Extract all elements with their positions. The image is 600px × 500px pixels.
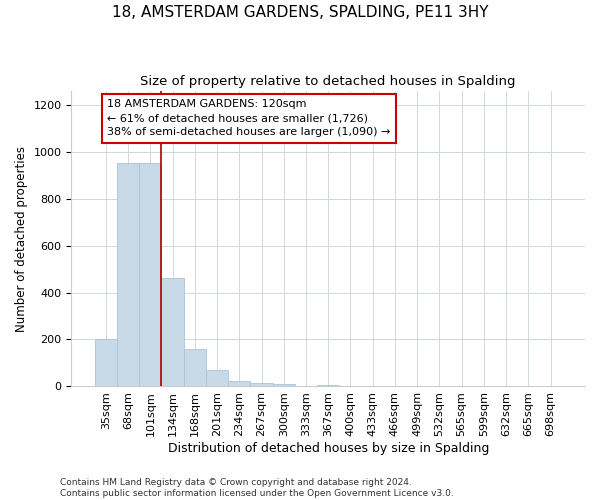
Title: Size of property relative to detached houses in Spalding: Size of property relative to detached ho…: [140, 75, 516, 88]
X-axis label: Distribution of detached houses by size in Spalding: Distribution of detached houses by size …: [167, 442, 489, 455]
Text: Contains HM Land Registry data © Crown copyright and database right 2024.
Contai: Contains HM Land Registry data © Crown c…: [60, 478, 454, 498]
Bar: [228, 382, 250, 386]
Bar: [161, 278, 184, 386]
Bar: [317, 384, 340, 386]
Y-axis label: Number of detached properties: Number of detached properties: [15, 146, 28, 332]
Bar: [184, 349, 206, 387]
Bar: [95, 340, 117, 386]
Bar: [250, 383, 272, 386]
Bar: [139, 164, 161, 386]
Bar: [272, 384, 295, 386]
Text: 18, AMSTERDAM GARDENS, SPALDING, PE11 3HY: 18, AMSTERDAM GARDENS, SPALDING, PE11 3H…: [112, 5, 488, 20]
Bar: [206, 370, 228, 386]
Bar: [117, 164, 139, 386]
Text: 18 AMSTERDAM GARDENS: 120sqm
← 61% of detached houses are smaller (1,726)
38% of: 18 AMSTERDAM GARDENS: 120sqm ← 61% of de…: [107, 100, 391, 138]
